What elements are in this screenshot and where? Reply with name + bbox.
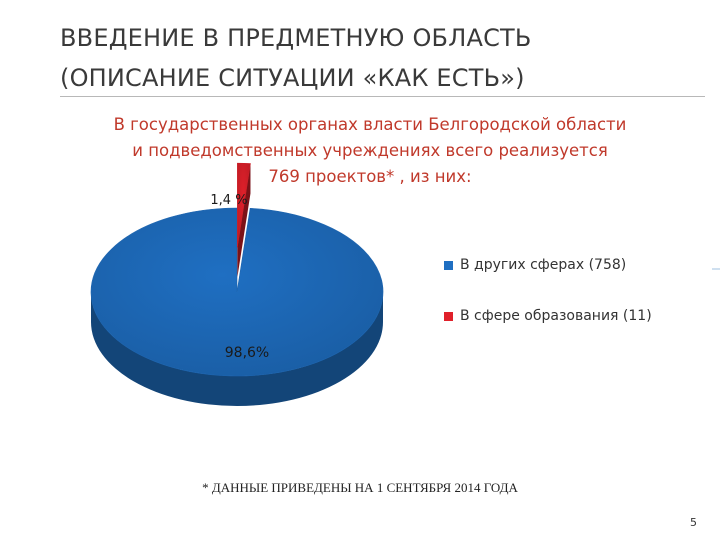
chart-title-line-2: и подведомственных учреждениях всего реа…	[132, 141, 608, 160]
footnote: * ДАННЫЕ ПРИВЕДЕНЫ НА 1 СЕНТЯБРЯ 2014 ГО…	[202, 480, 518, 495]
legend-swatch-red	[444, 312, 453, 321]
chart-title: В государственных органах власти Белгоро…	[90, 112, 650, 190]
decorative-edge-mark	[712, 268, 720, 270]
legend-swatch-blue	[444, 261, 453, 270]
legend-item-other-spheres: В других сферах (758)	[444, 256, 714, 278]
chart-legend: В других сферах (758) В сфере образовани…	[444, 256, 714, 358]
legend-label-other-spheres: В других сферах (758)	[460, 257, 627, 273]
data-label-other-spheres: 98,6%	[225, 345, 269, 361]
chart-title-line-3: 769 проектов* , из них:	[268, 167, 472, 186]
pie-slice-1	[237, 162, 251, 248]
pie-side-0	[91, 292, 383, 406]
slide-title-line-2: (ОПИСАНИЕ СИТУАЦИИ «КАК ЕСТЬ»)	[60, 64, 525, 92]
pie-slice-0	[90, 207, 384, 377]
data-label-education: 1,4 %	[210, 193, 247, 208]
slide-title-line-1: ВВЕДЕНИЕ В ПРЕДМЕТНУЮ ОБЛАСТЬ	[60, 24, 532, 52]
legend-item-education: В сфере образования (11)	[444, 307, 714, 329]
title-divider	[60, 96, 705, 97]
legend-label-education: В сфере образования (11)	[460, 308, 652, 324]
chart-title-line-1: В государственных органах власти Белгоро…	[113, 115, 627, 134]
pie-wall-1-1	[237, 163, 251, 278]
slide-title: ВВЕДЕНИЕ В ПРЕДМЕТНУЮ ОБЛАСТЬ (ОПИСАНИЕ …	[60, 18, 660, 98]
page-number: 5	[690, 516, 697, 529]
